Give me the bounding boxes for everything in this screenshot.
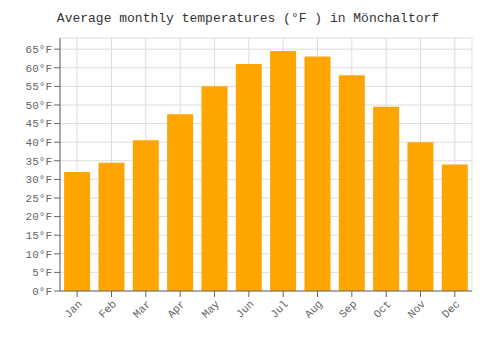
svg-text:0°F: 0°F — [32, 286, 52, 298]
svg-text:65°F: 65°F — [26, 44, 52, 56]
svg-text:25°F: 25°F — [26, 193, 52, 205]
svg-text:Dec: Dec — [440, 298, 462, 320]
html-text:Average monthly temperatures (: Average monthly temperatures (°F ) in Mö… — [56, 11, 440, 26]
svg-text:Jul: Jul — [268, 298, 290, 320]
svg-text:20°F: 20°F — [26, 211, 52, 223]
svg-text:Jan: Jan — [62, 298, 84, 320]
svg-text:15°F: 15°F — [26, 230, 52, 242]
svg-text:45°F: 45°F — [26, 118, 52, 130]
svg-text:Oct: Oct — [371, 298, 393, 320]
svg-text:40°F: 40°F — [26, 137, 52, 149]
svg-text:Apr: Apr — [165, 298, 187, 320]
svg-text:5°F: 5°F — [32, 267, 52, 279]
svg-text:35°F: 35°F — [26, 156, 52, 168]
svg-text:55°F: 55°F — [26, 81, 52, 93]
svg-text:50°F: 50°F — [26, 100, 52, 112]
svg-text:Sep: Sep — [337, 298, 359, 320]
svg-text:May: May — [200, 298, 223, 321]
svg-text:Aug: Aug — [303, 298, 325, 320]
svg-text:Mar: Mar — [131, 298, 153, 320]
svg-text:10°F: 10°F — [26, 249, 52, 261]
svg-text:Feb: Feb — [97, 298, 119, 320]
svg-text:30°F: 30°F — [26, 174, 52, 186]
svg-text:Nov: Nov — [406, 298, 429, 321]
svg-text:60°F: 60°F — [26, 63, 52, 75]
svg-text:Jun: Jun — [234, 298, 256, 320]
